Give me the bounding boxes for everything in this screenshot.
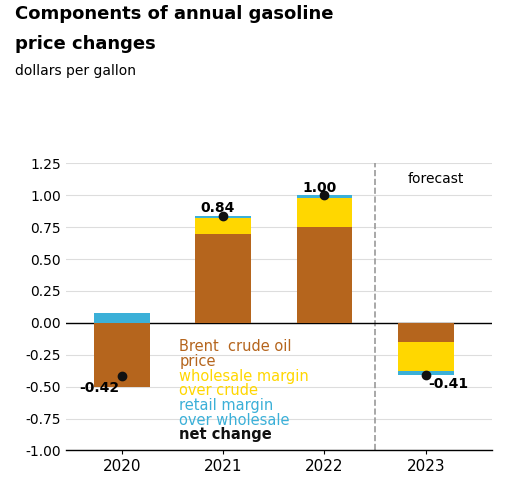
Text: over crude: over crude (179, 384, 259, 398)
Text: -0.42: -0.42 (79, 381, 120, 395)
Text: wholesale margin: wholesale margin (179, 369, 309, 384)
Bar (297, 195, 352, 198)
Bar (398, 323, 454, 342)
Text: Components of annual gasoline: Components of annual gasoline (15, 5, 334, 23)
Text: price changes: price changes (15, 35, 156, 52)
Bar (297, 227, 352, 323)
Bar (195, 218, 251, 234)
Text: 1.00: 1.00 (302, 181, 337, 195)
Text: price: price (179, 354, 216, 369)
Bar (398, 371, 454, 375)
Text: net change: net change (179, 428, 272, 443)
Bar (94, 323, 150, 387)
Bar (195, 234, 251, 323)
Text: retail margin: retail margin (179, 398, 274, 413)
Text: dollars per gallon: dollars per gallon (15, 64, 136, 78)
Bar (297, 198, 352, 227)
Bar (398, 342, 454, 371)
Text: forecast: forecast (408, 172, 464, 186)
Text: 0.84: 0.84 (201, 201, 235, 215)
Text: over wholesale: over wholesale (179, 413, 290, 428)
Bar (195, 216, 251, 218)
Bar (94, 313, 150, 323)
Text: -0.41: -0.41 (428, 377, 468, 391)
Text: Brent  crude oil: Brent crude oil (179, 340, 292, 354)
